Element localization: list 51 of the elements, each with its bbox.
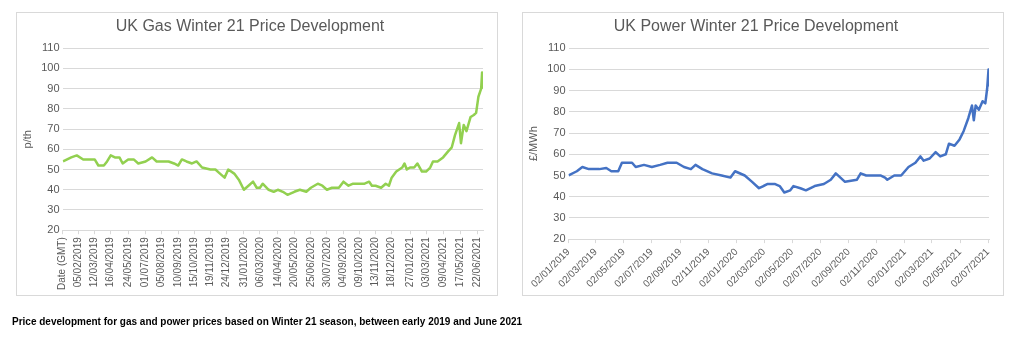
y-tick-label: 90 [47, 81, 60, 94]
y-tick-label: 50 [553, 168, 566, 181]
y-tick-label: 40 [47, 182, 60, 195]
x-tick-label: 06/03/2020 [253, 236, 265, 288]
x-tick-label: 30/07/2020 [320, 236, 332, 288]
x-tick-label: 12/03/2019 [88, 236, 100, 288]
y-tick-label: 30 [553, 210, 566, 223]
y-tick-label: 90 [553, 83, 566, 96]
x-tick-label: 09/10/2020 [353, 236, 365, 288]
x-tick-label: 24/05/2019 [121, 236, 133, 288]
x-tick-label: 18/12/2020 [385, 236, 397, 288]
y-tick-label: 110 [42, 41, 60, 54]
x-tick-label: 27/01/2021 [403, 236, 415, 288]
x-tick-label: 19/11/2019 [204, 236, 216, 287]
y-tick-label: 20 [47, 223, 60, 236]
x-tick-label: 25/06/2020 [304, 236, 316, 288]
y-tick-label: 30 [47, 203, 60, 216]
y-tick-label: 60 [47, 142, 60, 155]
y-tick-label: 60 [553, 147, 566, 160]
x-tick-label: 22/06/2021 [470, 236, 482, 288]
text: Price development for gas and power prices based on Winter 21 season, between early 2019 and June 2021 [11, 316, 524, 327]
x-tick-label: Date (GMT) [56, 237, 68, 290]
x-tick-label: 01/07/2019 [139, 236, 151, 288]
x-tick-label: 05/08/2019 [155, 236, 167, 288]
y-tick-label: 110 [548, 41, 566, 54]
x-tick-label: 04/09/2020 [337, 236, 349, 288]
y-tick-label: 80 [553, 104, 566, 117]
x-tick-label: 24/12/2019 [220, 236, 232, 288]
chart-title: UK Gas Winter 21 Price Development [115, 17, 385, 35]
x-tick-label: 20/05/2020 [288, 236, 300, 288]
y-tick-label: 100 [547, 62, 566, 75]
y-tick-label: 20 [553, 232, 566, 245]
x-tick-label: 03/03/2021 [419, 236, 431, 288]
y-tick-label: 70 [553, 126, 566, 139]
y-tick-label: 80 [47, 101, 60, 114]
y-tick-label: 70 [47, 122, 60, 135]
x-tick-label: 17/05/2021 [454, 236, 466, 288]
chart-title: UK Power Winter 21 Price Development [613, 17, 899, 35]
y-axis-title: p/th [20, 130, 33, 149]
x-tick-label: 13/11/2020 [369, 236, 381, 287]
x-tick-label: 16/04/2019 [104, 236, 116, 288]
x-tick-label: 31/01/2020 [237, 236, 249, 288]
y-axis-title: £/MWh [526, 126, 539, 162]
x-tick-label: 15/10/2019 [188, 236, 200, 288]
x-tick-label: 09/04/2021 [436, 236, 448, 288]
y-tick-label: 40 [553, 189, 566, 202]
x-tick-label: 05/02/2019 [72, 236, 84, 288]
y-tick-label: 100 [41, 61, 60, 74]
x-tick-label: 14/04/2020 [271, 236, 283, 288]
x-tick-label: 10/09/2019 [171, 236, 183, 288]
y-tick-label: 50 [47, 162, 60, 175]
